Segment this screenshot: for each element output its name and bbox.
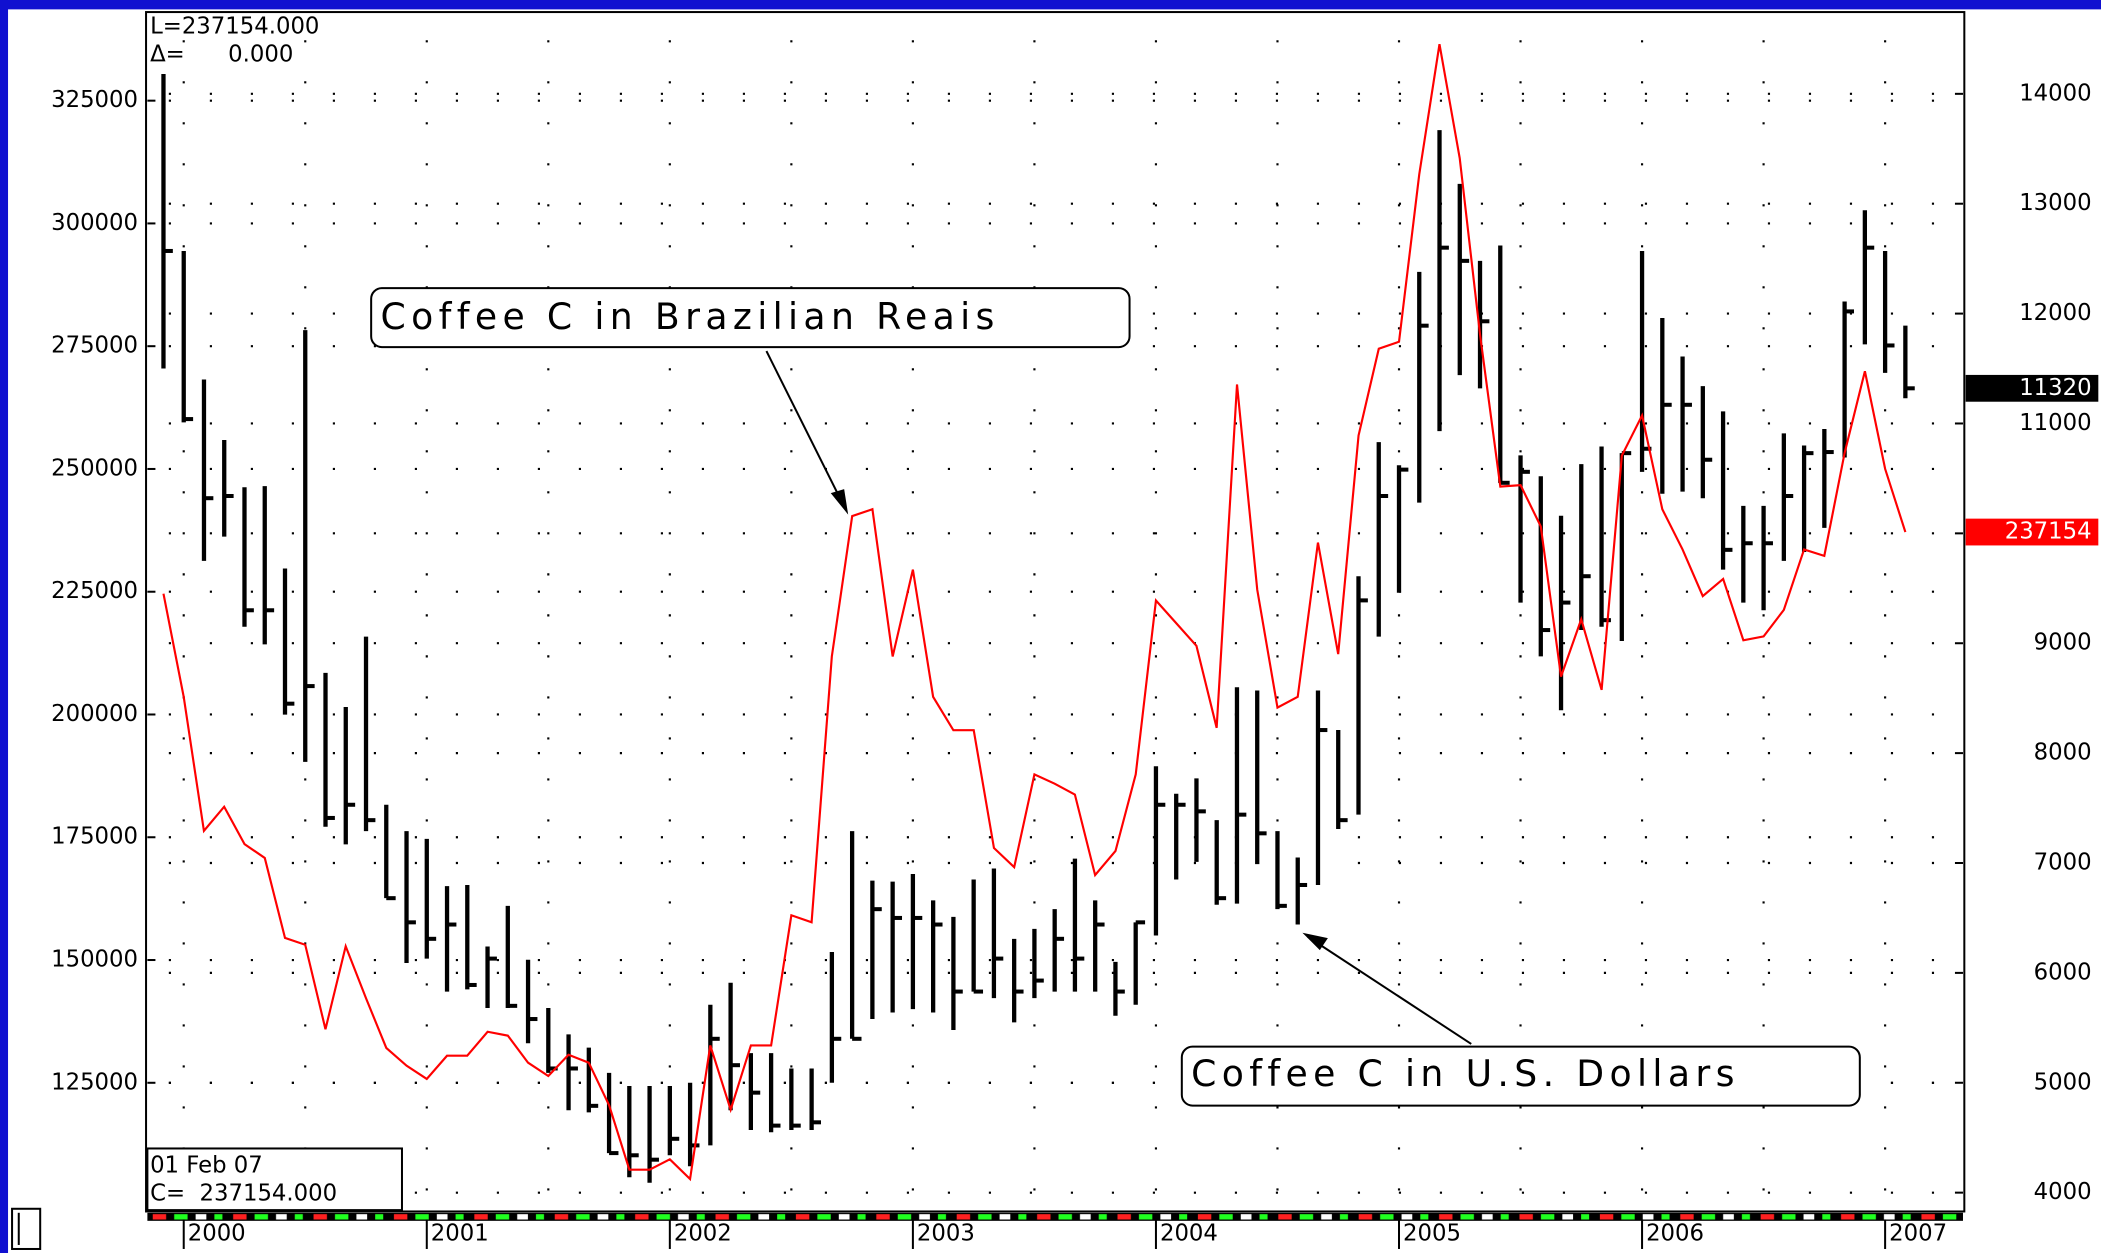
y2-tick-label: 7000	[2034, 850, 2092, 876]
info-line: Δ= 0.000	[150, 41, 293, 67]
info-line: L=237154.000	[150, 13, 319, 39]
y2-tick-label: 14000	[2019, 80, 2091, 106]
y2-tick-label: 9000	[2034, 630, 2092, 656]
x-tick-label: 2002	[674, 1221, 732, 1247]
x-tick-label: 2005	[1403, 1221, 1461, 1247]
plot-frame	[145, 11, 1966, 1213]
annotation-arrow	[765, 350, 847, 510]
arrow-head	[1302, 932, 1328, 951]
corner-box	[11, 1207, 42, 1250]
date-box	[146, 1147, 403, 1212]
x-tick-label: 2004	[1160, 1221, 1218, 1247]
y2-tick-label: 8000	[2034, 740, 2092, 766]
y-tick-label: 175000	[51, 824, 138, 850]
y2-tick-label: 11000	[2019, 410, 2091, 436]
left-border	[0, 0, 9, 1253]
line-series	[162, 44, 1907, 1182]
y2-tick-label: 12000	[2019, 300, 2091, 326]
top-border	[0, 0, 2101, 10]
x-tick-label: 2007	[1889, 1221, 1947, 1247]
y-tick-label: 325000	[51, 87, 138, 113]
x-axis-strip	[147, 1212, 1963, 1221]
y-tick-label: 150000	[51, 947, 138, 973]
annotation: Coffee C in Brazilian Reais	[381, 295, 1000, 338]
y-tick-label: 300000	[51, 210, 138, 236]
x-tick-label: 2003	[917, 1221, 975, 1247]
y2-tick-label: 13000	[2019, 190, 2091, 216]
annotation-box	[1180, 1045, 1861, 1107]
arrow-head	[830, 489, 849, 515]
y2-tick-label: 4000	[2034, 1179, 2092, 1205]
date-line: 01 Feb 07	[150, 1152, 263, 1178]
last-value-tag	[1965, 518, 2099, 546]
date-line: C= 237154.000	[150, 1181, 337, 1207]
x-tick-label: 2001	[431, 1221, 489, 1247]
y-tick-label: 275000	[51, 333, 138, 359]
x-tick-label: 2000	[188, 1221, 246, 1247]
y-tick-label: 225000	[51, 578, 138, 604]
y2-tick-label: 5000	[2034, 1069, 2092, 1095]
last-price-label: 11320	[2019, 375, 2091, 401]
y-tick-label: 200000	[51, 701, 138, 727]
last-value-label: 237154	[2005, 519, 2092, 545]
marks	[161, 44, 1915, 1183]
y-tick-label: 125000	[51, 1069, 138, 1095]
y2-tick-label: 6000	[2034, 959, 2092, 985]
annotation-box	[370, 287, 1131, 349]
last-price-tag	[1965, 374, 2099, 402]
x-tick-label: 2006	[1646, 1221, 1704, 1247]
annotation-arrow	[1307, 935, 1472, 1045]
annotation: Coffee C in U.S. Dollars	[1191, 1052, 1740, 1095]
y-tick-label: 250000	[51, 455, 138, 481]
